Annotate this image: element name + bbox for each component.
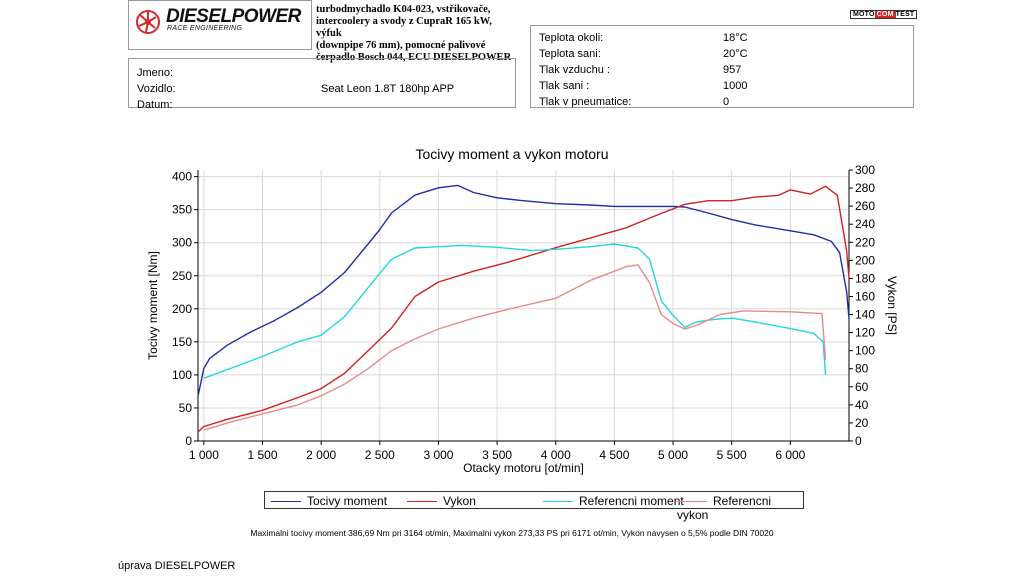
legend-item-ref-power: Referencni vykon — [677, 494, 803, 522]
y-left-tick-label: 100 — [172, 368, 192, 382]
legend-swatch — [543, 501, 573, 503]
y-right-tick-label: 220 — [855, 235, 875, 249]
footer-text: úprava DIESELPOWER — [118, 560, 236, 572]
brand-right: TEST — [895, 11, 915, 18]
series-line-vykon — [197, 185, 850, 433]
x-tick-label: 5 500 — [717, 448, 747, 462]
x-tick-label: 1 000 — [189, 448, 219, 462]
modification-description: turbodmychadlo K04-023, vstřikovače, int… — [316, 4, 512, 63]
y-right-tick-label: 20 — [855, 416, 869, 430]
logo-text: DIESELPOWER — [166, 6, 301, 27]
x-tick-label: 4 500 — [599, 448, 629, 462]
y-left-tick-label: 150 — [172, 335, 192, 349]
y-right-tick-label: 280 — [855, 181, 875, 195]
x-tick-label: 4 000 — [541, 448, 571, 462]
vehicle-info-box: Jmeno: Vozidlo: Seat Leon 1.8T 180hp APP… — [128, 58, 516, 111]
y-right-tick-label: 80 — [855, 362, 869, 376]
cond-value: 18°C — [723, 32, 748, 44]
x-axis-label: Otacky motoru [ot/min] — [463, 461, 584, 475]
y-right-tick-label: 300 — [855, 163, 875, 177]
turbo-logo-icon — [136, 10, 160, 34]
x-tick-label: 6 000 — [775, 448, 805, 462]
y-right-tick-label: 60 — [855, 380, 869, 394]
y-left-tick-label: 50 — [179, 401, 193, 415]
summary-text: Maximalni tocivy moment 386,69 Nm pri 31… — [250, 528, 774, 538]
brand-mid: COM — [874, 11, 896, 18]
cond-value: 957 — [723, 64, 742, 76]
y-right-tick-label: 120 — [855, 326, 875, 340]
x-tick-label: 3 500 — [482, 448, 512, 462]
series-line-tocivy-moment — [197, 184, 850, 397]
x-tick-label: 3 000 — [423, 448, 453, 462]
legend-label: Vykon — [443, 494, 476, 508]
cond-value: 1000 — [723, 80, 748, 92]
y-left-axis-label: Tocivy moment [Nm] — [146, 251, 160, 360]
y-right-tick-label: 200 — [855, 253, 875, 267]
y-right-tick-label: 0 — [855, 434, 862, 448]
legend-swatch — [677, 501, 707, 503]
cond-label: Tlak vzduchu : — [539, 64, 610, 76]
y-left-tick-label: 250 — [172, 269, 192, 283]
series-line-referencni-moment — [203, 243, 827, 379]
brand-left: MOTO — [853, 11, 875, 18]
cond-label: Tlak v pneumatice: — [539, 96, 632, 108]
legend-item-torque: Tocivy moment — [271, 494, 387, 508]
y-right-tick-label: 140 — [855, 308, 875, 322]
vehicle-value: Seat Leon 1.8T 180hp APP — [321, 83, 455, 95]
chart-legend: Tocivy moment Vykon Referencni moment Re… — [264, 491, 804, 522]
logo-box: DIESELPOWER RACE ENGINEERING — [128, 0, 312, 50]
y-left-tick-label: 350 — [172, 203, 192, 217]
date-label: Datum: — [137, 99, 173, 111]
legend-label: Referencni moment — [579, 494, 684, 508]
legend-swatch — [271, 501, 301, 503]
cond-value: 0 — [723, 96, 730, 108]
y-right-axis-label: Vykon [PS] — [885, 276, 899, 335]
y-right-tick-label: 180 — [855, 271, 875, 285]
cond-value: 20°C — [723, 48, 748, 60]
vehicle-label: Vozidlo: — [137, 83, 176, 95]
y-left-tick-label: 400 — [172, 170, 192, 184]
y-right-tick-label: 160 — [855, 289, 875, 303]
motocomtest-logo: MOTO COM TEST — [850, 10, 918, 19]
legend-swatch — [407, 501, 437, 503]
y-left-tick-label: 300 — [172, 236, 192, 250]
legend-label: Referencni vykon — [677, 494, 772, 522]
chart-title: Tocivy moment a vykon motoru — [415, 146, 609, 162]
cond-label: Teplota okoli: — [539, 32, 604, 44]
y-right-tick-label: 40 — [855, 398, 869, 412]
legend-item-ref-torque: Referencni moment — [543, 494, 684, 508]
series-line-referencni-vykon — [203, 264, 827, 431]
y-left-tick-label: 0 — [185, 434, 192, 448]
y-right-tick-label: 260 — [855, 199, 875, 213]
y-right-tick-label: 100 — [855, 344, 875, 358]
legend-label: Tocivy moment — [307, 494, 388, 508]
x-tick-label: 5 000 — [658, 448, 688, 462]
y-left-tick-label: 200 — [172, 302, 192, 316]
x-tick-label: 1 500 — [247, 448, 277, 462]
x-tick-label: 2 000 — [306, 448, 336, 462]
cond-label: Tlak sani : — [539, 80, 590, 92]
y-right-tick-label: 240 — [855, 217, 875, 231]
name-label: Jmeno: — [137, 67, 174, 79]
cond-label: Teplota sani: — [539, 48, 601, 60]
x-tick-label: 2 500 — [365, 448, 395, 462]
logo-subtitle: RACE ENGINEERING — [167, 25, 243, 32]
conditions-box: Teplota okoli: 18°C Teplota sani: 20°C T… — [530, 25, 914, 108]
legend-item-power: Vykon — [407, 494, 476, 508]
